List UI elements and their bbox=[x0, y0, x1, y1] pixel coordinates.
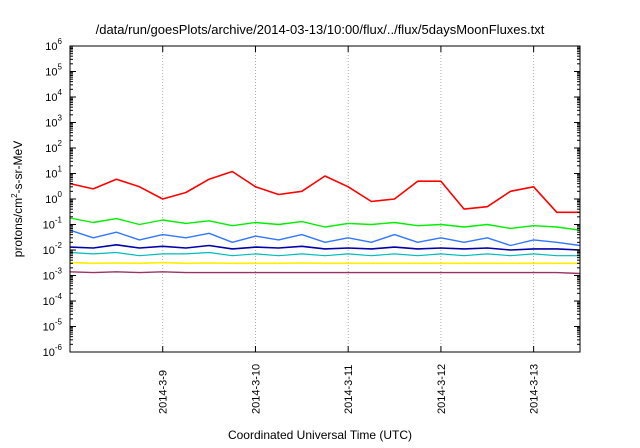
y-tick-label: 105 bbox=[45, 63, 62, 79]
y-tick-label: 101 bbox=[45, 165, 62, 181]
series-line-5 bbox=[69, 261, 580, 265]
y-tick-label: 103 bbox=[45, 114, 62, 130]
series-line-1 bbox=[69, 217, 581, 231]
x-axis-label: Coordinated Universal Time (UTC) bbox=[227, 428, 413, 442]
y-axis-label-sup: 2 bbox=[10, 193, 19, 198]
x-tick-label: 2014-3-12 bbox=[436, 364, 448, 414]
y-tick-label: 100 bbox=[45, 190, 62, 206]
y-tick-label: 102 bbox=[45, 139, 62, 155]
plot-frame bbox=[69, 45, 581, 353]
series-line-4 bbox=[69, 244, 581, 251]
y-axis-label-suffix: -s-sr-MeV bbox=[11, 141, 25, 194]
y-tick-label: 104 bbox=[45, 88, 62, 104]
y-axis-label: protons/cm2-s-sr-MeV bbox=[10, 141, 25, 257]
series-line-3 bbox=[69, 251, 580, 257]
y-tick-label: 10-3 bbox=[43, 267, 63, 283]
series-line-0 bbox=[69, 170, 580, 214]
x-tick-label: 2014-3-11 bbox=[343, 365, 355, 414]
x-tick-label: 2014-3-10 bbox=[250, 364, 262, 414]
grid-layer bbox=[162, 46, 535, 352]
series-layer bbox=[69, 170, 581, 275]
y-tick-label: 10-6 bbox=[43, 343, 63, 359]
y-tick-label: 10-1 bbox=[43, 216, 63, 232]
y-axis-label-prefix: protons/cm bbox=[11, 198, 25, 257]
y-tick-label: 10-2 bbox=[43, 241, 63, 257]
chart-title: /data/run/goesPlots/archive/2014-03-13/1… bbox=[95, 22, 545, 37]
x-tick-label: 2014-3-9 bbox=[158, 370, 170, 414]
y-tick-label: 10-5 bbox=[43, 318, 63, 334]
y-tick-label: 106 bbox=[45, 37, 62, 53]
series-line-6 bbox=[69, 271, 581, 275]
series-line-2 bbox=[69, 229, 581, 247]
x-tick-label: 2014-3-13 bbox=[529, 364, 541, 414]
y-tick-label: 10-4 bbox=[43, 292, 63, 308]
axis-layer: 2014-3-9 2014-3-10 2014-3-11 2014-3-12 2014-… bbox=[43, 37, 581, 414]
